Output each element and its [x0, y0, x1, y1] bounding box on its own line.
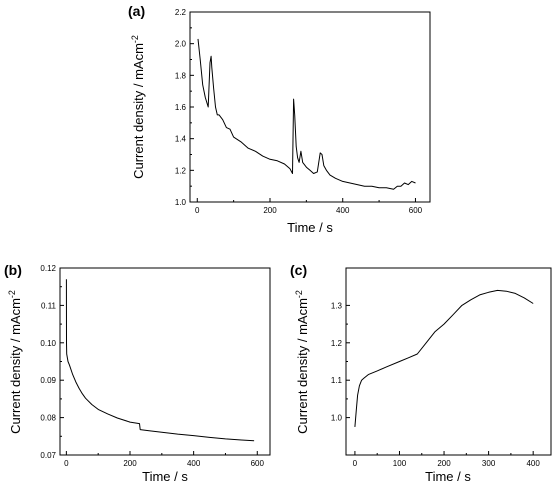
x-axis-label-2: Time / s [425, 469, 471, 484]
panel-label-2: (c) [290, 262, 307, 278]
y-tick-label-0-4: 1.8 [175, 71, 187, 80]
x-tick-label-1-2: 400 [187, 459, 201, 468]
x-tick-label-0-0: 0 [195, 206, 200, 215]
x-tick-label-1-0: 0 [64, 459, 69, 468]
y-tick-label-0-6: 2.2 [175, 8, 187, 17]
y-tick-label-0-1: 1.2 [175, 166, 187, 175]
y-tick-label-1-2: 0.09 [40, 376, 56, 385]
y-tick-label-2-2: 1.2 [331, 339, 343, 348]
panel-label-0: (a) [128, 3, 145, 19]
chart-panel-0: 0 200 400 600 1.0 1.2 1.4 1.6 1.8 2.0 2.2 (a) Time /… [128, 3, 431, 235]
x-tick-label-1-3: 600 [251, 459, 265, 468]
x-tick-label-2-1: 100 [393, 459, 407, 468]
y-tick-label-1-1: 0.08 [40, 414, 56, 423]
y-axis-label-1: Current density / mAcm-2 [7, 290, 23, 434]
series-line-1-0 [65, 279, 255, 442]
x-tick-label-2-2: 200 [437, 459, 451, 468]
y-tick-label-0-5: 2.0 [175, 40, 187, 49]
y-tick-label-2-1: 1.1 [331, 376, 343, 385]
y-tick-label-1-4: 0.11 [41, 301, 57, 310]
y-axis-label-2: Current density / mAcm-2 [294, 290, 310, 434]
y-tick-label-0-2: 1.4 [175, 135, 187, 144]
y-axis-label-text-2: Current density / mAcm [295, 298, 310, 434]
y-tick-label-0-0: 1.0 [175, 198, 187, 207]
x-tick-label-1-1: 200 [123, 459, 137, 468]
y-axis-label-sup-1: -2 [7, 290, 17, 298]
y-axis-label-text-0: Current density / mAcm [131, 43, 146, 179]
x-tick-label-0-3: 600 [409, 206, 423, 215]
y-axis-label-0: Current density / mAcm-2 [130, 35, 146, 179]
y-axis-label-sup-0: -2 [130, 35, 140, 43]
panel-label-1: (b) [4, 262, 22, 278]
y-tick-label-1-0: 0.07 [40, 451, 56, 460]
x-tick-label-2-4: 400 [526, 459, 540, 468]
y-tick-label-2-3: 1.3 [331, 301, 343, 310]
x-tick-label-2-0: 0 [353, 459, 358, 468]
series-line-2-0 [354, 289, 534, 427]
chart-panel-1: 0 200 400 600 0.07 0.08 0.09 0.10 0.11 0.12 (b) Tim… [4, 262, 271, 484]
x-axis-label-0: Time / s [287, 220, 333, 235]
x-tick-label-0-1: 200 [263, 206, 277, 215]
y-tick-label-1-5: 0.12 [40, 264, 56, 273]
y-tick-label-0-3: 1.6 [175, 103, 187, 112]
x-axis-label-1: Time / s [142, 469, 188, 484]
y-tick-label-1-3: 0.10 [40, 339, 56, 348]
series-line-0-0 [197, 38, 416, 190]
plot-frame-1 [59, 267, 271, 456]
x-tick-label-0-2: 400 [336, 206, 350, 215]
y-axis-label-sup-2: -2 [294, 290, 304, 298]
plot-frame-0 [189, 11, 431, 203]
x-tick-label-2-3: 300 [482, 459, 496, 468]
y-tick-label-2-0: 1.0 [331, 414, 343, 423]
y-axis-label-text-1: Current density / mAcm [8, 298, 23, 434]
chart-panel-2: 0 100 200 300 400 1.0 1.1 1.2 1.3 (c) Time / s Curr… [290, 262, 552, 484]
